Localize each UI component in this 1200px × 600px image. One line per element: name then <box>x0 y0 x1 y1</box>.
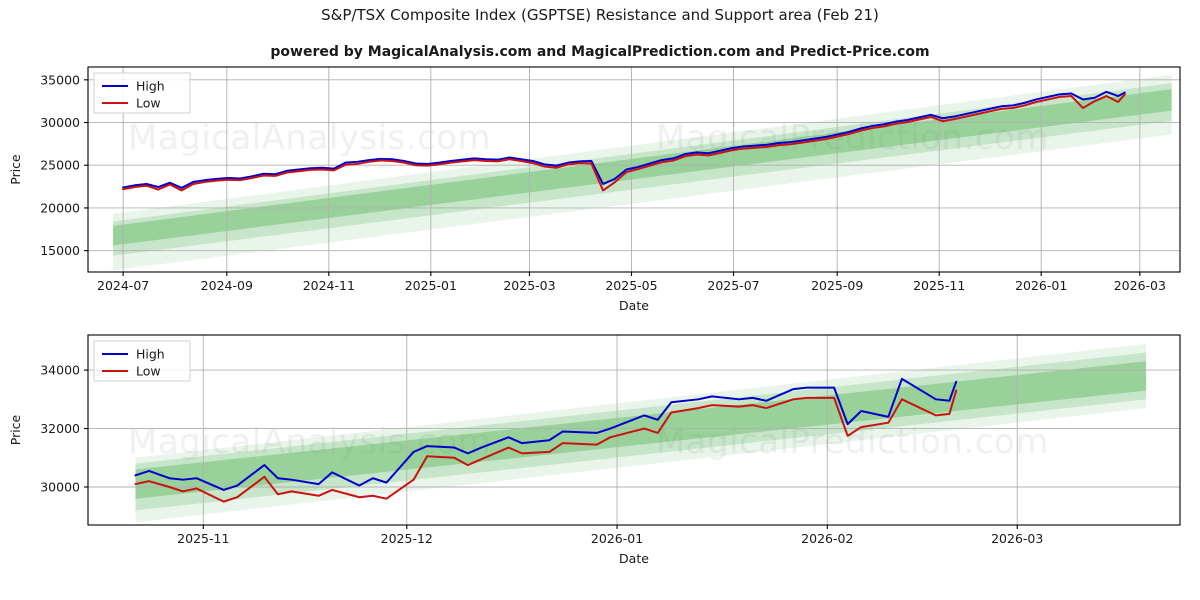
band-mid <box>135 352 1147 511</box>
x-tick-label: 2024-11 <box>303 278 355 293</box>
y-tick-label: 34000 <box>40 363 80 378</box>
x-tick-label: 2025-11 <box>913 278 965 293</box>
watermark-group: MagicalAnalysis.com MagicalPrediction.com <box>128 118 1048 158</box>
x-tick-label: 2024-07 <box>97 278 149 293</box>
x-axis-title: Date <box>619 551 649 566</box>
legend-box <box>93 340 191 382</box>
x-tick-label: 2025-09 <box>811 278 863 293</box>
y-tick-label: 15000 <box>40 243 80 258</box>
band-mid <box>113 83 1172 256</box>
page-subtitle: powered by MagicalAnalysis.com and Magic… <box>270 44 930 60</box>
x-tick-label: 2026-01 <box>591 531 643 546</box>
legend-box <box>93 72 191 114</box>
series-group <box>122 90 1126 192</box>
series-line-low <box>134 389 958 503</box>
y-tick-label: 20000 <box>40 200 80 215</box>
legend: High Low <box>93 340 191 382</box>
x-tick-label: 2025-05 <box>605 278 657 293</box>
band-outer <box>135 343 1147 523</box>
grid <box>88 335 1180 525</box>
legend: High Low <box>93 72 191 114</box>
x-tick-label: 2025-03 <box>503 278 555 293</box>
axes: 30000 32000 34000 2025-11 2025-12 2026-01 2026… <box>8 363 1043 566</box>
x-tick-label: 2026-02 <box>801 531 853 546</box>
x-tick-label: 2026-03 <box>991 531 1043 546</box>
series-line-high <box>134 377 958 491</box>
series-line-low <box>122 93 1126 192</box>
band-outer <box>113 74 1172 271</box>
x-axis-title: Date <box>619 298 649 312</box>
x-tick-label: 2025-07 <box>707 278 759 293</box>
y-axis-title: Price <box>8 154 23 185</box>
zoom-chart: MagicalAnalysis.com MagicalPrediction.com… <box>8 334 1181 566</box>
y-tick-label: 32000 <box>40 421 80 436</box>
x-tick-label: 2026-03 <box>1114 278 1166 293</box>
y-tick-label: 35000 <box>40 72 80 87</box>
series-group <box>134 377 958 503</box>
legend-label-high: High <box>136 79 165 94</box>
overview-chart: MagicalAnalysis.com MagicalPrediction.com… <box>8 66 1181 312</box>
x-tick-label: 2025-11 <box>177 531 229 546</box>
x-tick-label: 2024-09 <box>201 278 253 293</box>
y-tick-label: 30000 <box>40 480 80 495</box>
x-tick-label: 2025-01 <box>405 278 457 293</box>
y-tick-label: 30000 <box>40 115 80 130</box>
legend-label-high: High <box>136 347 165 362</box>
x-tick-label: 2026-01 <box>1015 278 1067 293</box>
series-line-high <box>122 90 1126 189</box>
x-tick-label: 2025-12 <box>381 531 433 546</box>
page-title: S&P/TSX Composite Index (GSPTSE) Resista… <box>321 6 879 24</box>
svg-text:MagicalAnalysis.com: MagicalAnalysis.com <box>128 118 491 158</box>
y-tick-label: 25000 <box>40 158 80 173</box>
legend-label-low: Low <box>136 96 161 111</box>
y-axis-title: Price <box>8 414 23 445</box>
grid <box>88 67 1180 272</box>
axes: 15000 20000 25000 30000 35000 2024-07 2024-09 2… <box>8 72 1166 312</box>
legend-label-low: Low <box>136 364 161 379</box>
